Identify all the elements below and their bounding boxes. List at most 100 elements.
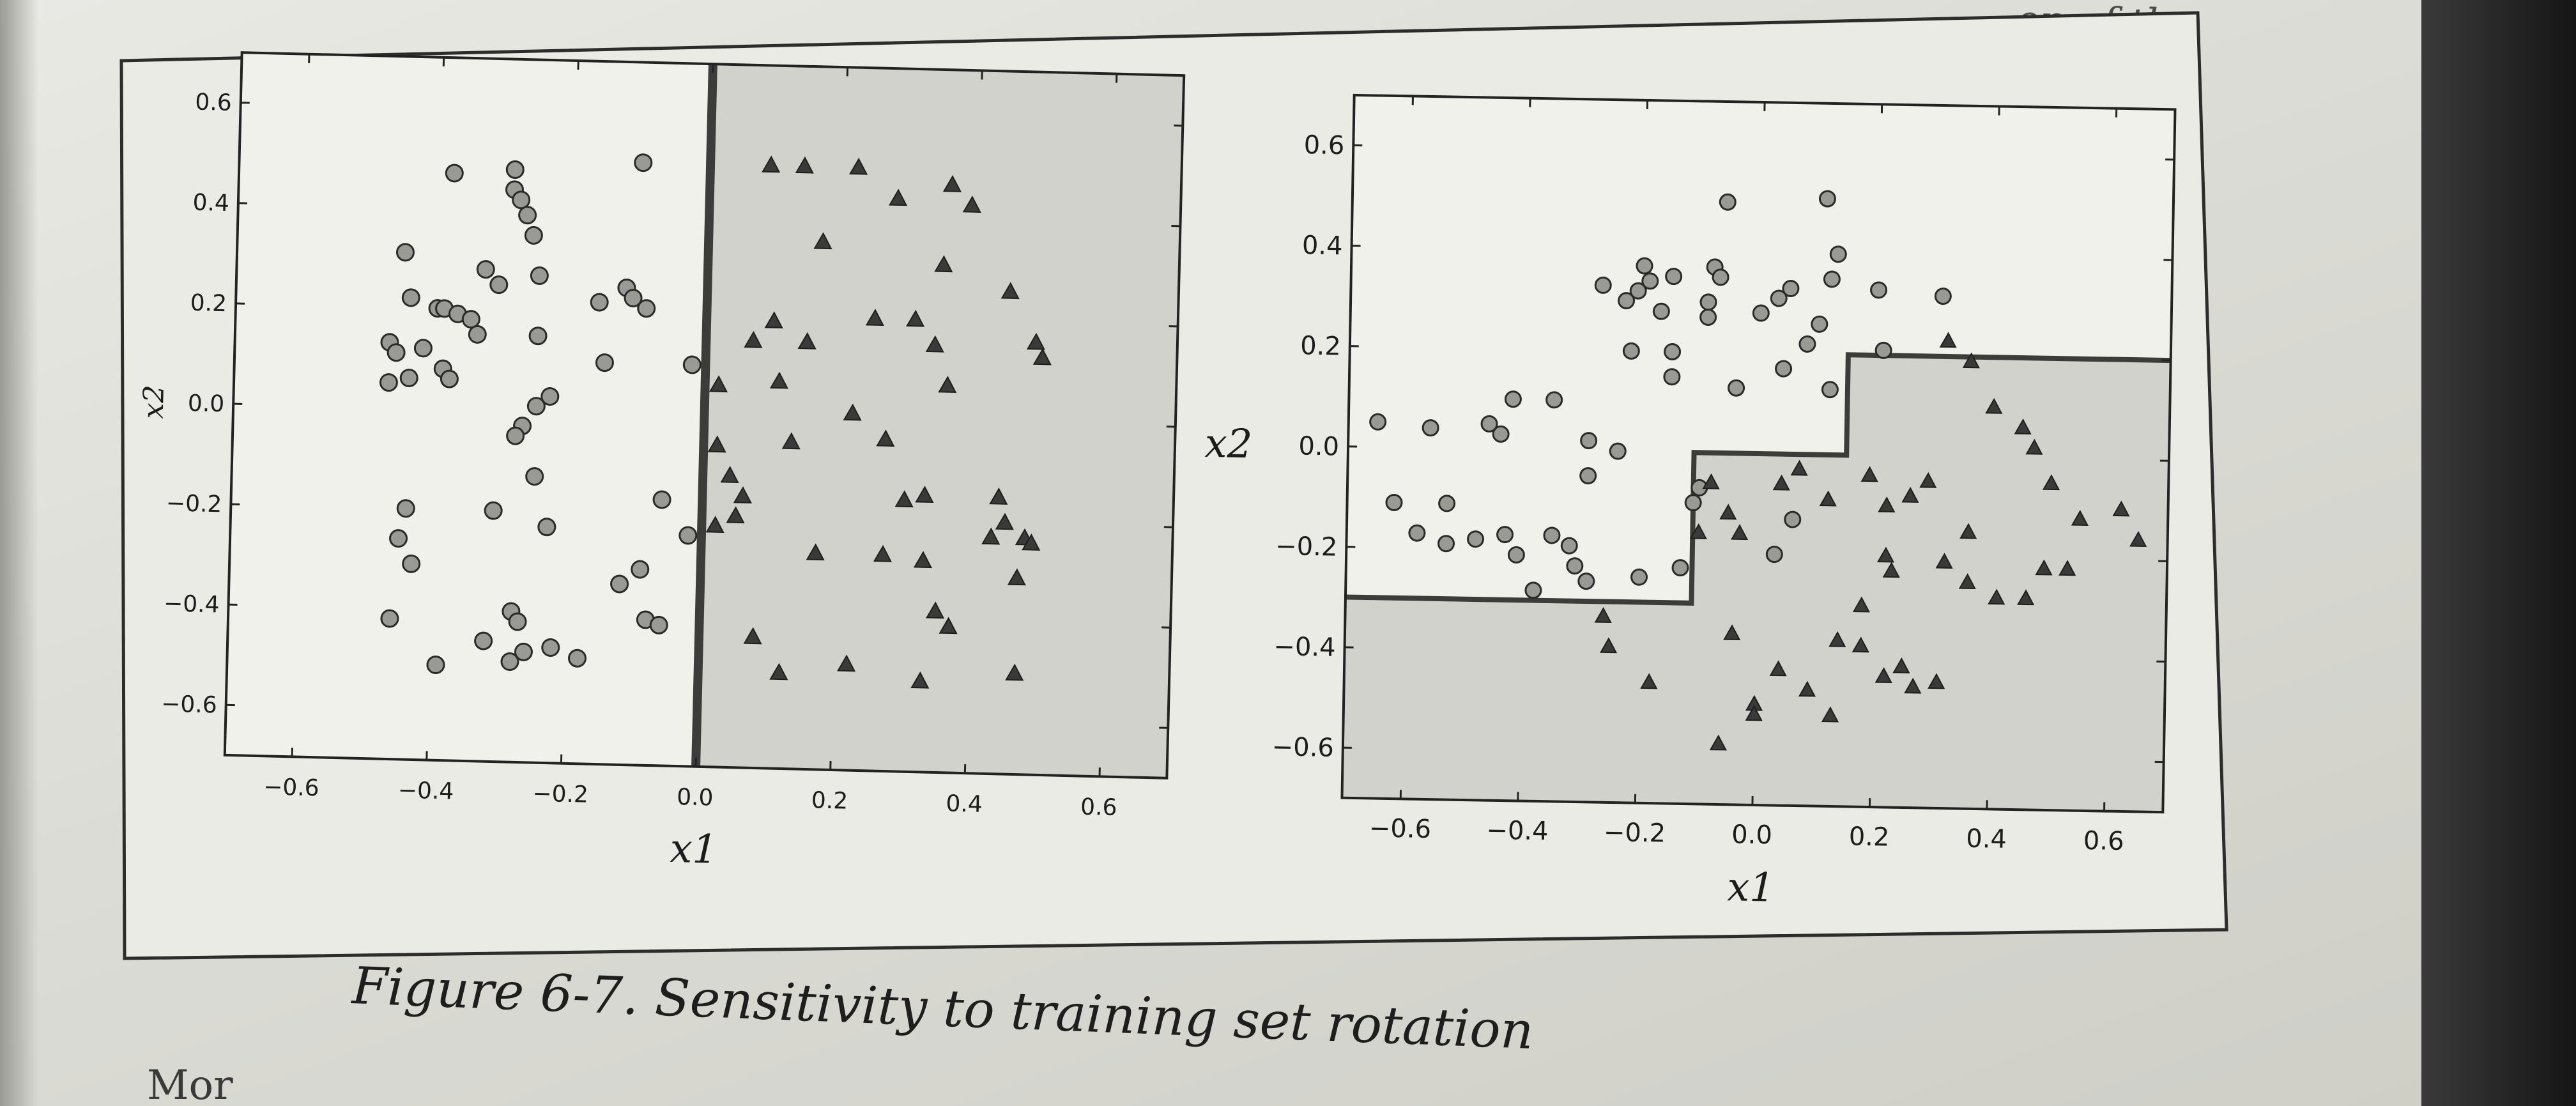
triangle-point: [1000, 282, 1020, 300]
circle-point: [1829, 245, 1847, 263]
circle-point: [1504, 390, 1522, 408]
circle-point: [1823, 270, 1841, 288]
circle-point: [528, 326, 548, 346]
triangle-point: [806, 543, 825, 561]
circle-point: [1408, 524, 1426, 542]
circle-point: [1870, 281, 1888, 299]
triangle-point: [720, 466, 739, 483]
triangle-point: [1882, 562, 1900, 578]
circle-point: [500, 652, 519, 672]
circle-point: [1618, 292, 1636, 310]
circle-point: [1821, 381, 1839, 399]
x-tick-label: 0.0: [1731, 820, 1772, 850]
circle-point: [1609, 442, 1627, 460]
circle-point: [634, 153, 653, 173]
circle-point: [440, 369, 459, 388]
circle-point: [1652, 302, 1670, 320]
circle-point: [1636, 257, 1653, 275]
triangle-point: [795, 156, 814, 174]
circle-point: [401, 288, 420, 307]
triangle-point: [2014, 419, 2032, 434]
circle-point: [461, 310, 480, 329]
circle-point: [389, 529, 408, 548]
circle-point: [1438, 495, 1456, 512]
triangle-point: [1985, 397, 2003, 414]
circle-point: [1507, 546, 1525, 564]
y-tick-label: −0.4: [164, 590, 220, 618]
circle-point: [1770, 289, 1788, 307]
triangle-point: [906, 309, 925, 327]
circle-point: [637, 299, 656, 318]
y-tick-label: −0.2: [165, 490, 222, 518]
circle-point: [1438, 535, 1455, 553]
triangle-point: [942, 174, 962, 192]
triangle-point: [1851, 636, 1869, 653]
circle-point: [1422, 419, 1439, 437]
circle-point: [489, 275, 509, 295]
x-tick-label: 0.2: [811, 787, 848, 814]
triangle-point: [915, 486, 934, 503]
circle-point: [1369, 413, 1387, 431]
circle-point: [1622, 342, 1640, 360]
circle-point: [1580, 432, 1598, 450]
decision-boundary: [1345, 352, 2171, 606]
y-tick-label: −0.4: [1273, 632, 1336, 663]
circle-point: [526, 397, 546, 416]
circle-point: [506, 426, 525, 445]
triangle-point: [926, 601, 945, 619]
x-tick-label: 0.4: [946, 790, 983, 817]
triangle-point: [2112, 500, 2130, 517]
triangle-point: [1599, 637, 1618, 654]
triangle-point: [2035, 559, 2053, 576]
y-tick-label: 0.2: [1300, 331, 1341, 361]
triangle-point: [873, 544, 893, 562]
circle-point: [525, 467, 544, 486]
x-tick-label: −0.4: [1486, 816, 1549, 847]
y-tick-label: 0.6: [195, 89, 232, 116]
triangle-point: [1958, 573, 1976, 590]
circle-point: [682, 355, 702, 374]
circle-point: [396, 499, 415, 518]
circle-point: [413, 339, 433, 358]
triangle-point: [1709, 734, 1727, 751]
triangle-point: [1032, 348, 1052, 365]
y-tick-label: −0.6: [1271, 732, 1334, 763]
circle-point: [1630, 568, 1648, 586]
triangle-point: [1731, 524, 1749, 541]
x-tick-label: 0.4: [1966, 824, 2007, 854]
triangle-point: [1939, 332, 1957, 348]
triangle-point: [2071, 510, 2089, 526]
circle-point: [1467, 530, 1485, 548]
triangle-point: [1876, 546, 1895, 563]
triangle-point: [1860, 466, 1878, 482]
triangle-point: [1919, 472, 1937, 488]
triangle-point: [744, 330, 763, 348]
triangle-point: [995, 512, 1014, 530]
x-tick-label: 0.0: [677, 784, 714, 811]
triangle-point: [813, 232, 832, 250]
figure-caption: Figure 6-7. Sensitivity to training set …: [349, 956, 1535, 1061]
triangle-point: [1719, 503, 1737, 520]
circle-point: [1684, 494, 1702, 512]
circle-point: [624, 289, 643, 308]
triangle-point: [1022, 534, 1041, 551]
triangle-point: [1828, 631, 1846, 647]
circle-point: [540, 387, 560, 406]
triangle-point: [733, 486, 752, 503]
circle-point: [1934, 288, 1952, 305]
circle-point: [1492, 425, 1510, 443]
y-tick-label: 0.4: [192, 190, 229, 217]
triangle-point: [769, 663, 788, 680]
circle-point: [395, 243, 415, 262]
triangle-point: [989, 488, 1008, 505]
triangle-point: [843, 403, 862, 421]
circle-point: [1782, 280, 1800, 298]
circle-point: [595, 353, 614, 373]
circle-point: [652, 490, 671, 509]
circle-point: [568, 649, 587, 668]
triangle-point: [707, 435, 726, 453]
circle-point: [518, 206, 537, 225]
y-tick-label: 0.0: [1298, 431, 1339, 461]
circle-point: [380, 609, 399, 628]
